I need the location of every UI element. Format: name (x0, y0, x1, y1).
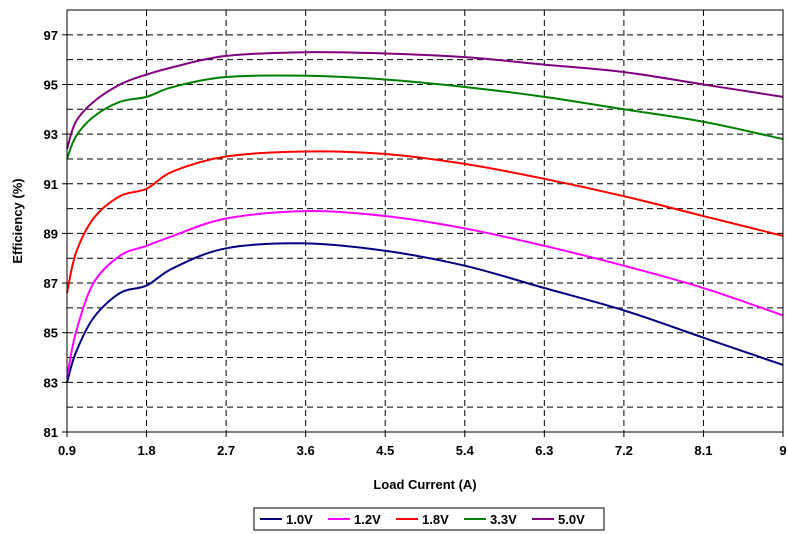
legend-label: 1.2V (354, 512, 381, 527)
series-line-3-3V (66, 74, 784, 160)
y-tick-label: 89 (44, 226, 58, 241)
y-tick-label: 85 (44, 326, 58, 341)
plot-border (66, 9, 784, 433)
legend: 1.0V 1.2V 1.8V 3.3V 5.0V (253, 507, 605, 531)
y-tick-label: 81 (44, 425, 58, 440)
x-tick-label: 3.6 (297, 443, 315, 458)
x-tick-label: 9 (779, 443, 786, 458)
x-tick-label: 1.8 (138, 443, 156, 458)
series-line-1-2V (66, 210, 784, 378)
x-tick-label: 7.2 (615, 443, 633, 458)
y-tick-label: 97 (44, 28, 58, 43)
legend-label: 1.8V (422, 512, 449, 527)
x-tick-label: 5.4 (456, 443, 475, 458)
legend-box (253, 507, 605, 531)
y-tick-label: 87 (44, 276, 58, 291)
x-axis-title: Load Current (A) (373, 477, 476, 492)
x-tick-label: 4.5 (376, 443, 394, 458)
y-tick-label: 83 (44, 375, 58, 390)
series-line-1-0V (66, 242, 784, 383)
y-tick-label: 95 (44, 77, 58, 92)
y-axis-title: Efficiency (%) (10, 178, 25, 263)
series-line-1-8V (66, 150, 784, 294)
x-tick-label: 6.3 (535, 443, 553, 458)
series-line-5-0V (66, 51, 784, 150)
y-tick-label: 93 (44, 127, 58, 142)
legend-label: 5.0V (558, 512, 585, 527)
x-tick-label: 2.7 (217, 443, 235, 458)
legend-label: 1.0V (286, 512, 313, 527)
vertical-gridlines (146, 10, 704, 432)
y-tick-label: 91 (44, 177, 58, 192)
x-tick-label: 8.1 (694, 443, 712, 458)
series-lines (66, 51, 784, 383)
legend-label: 3.3V (490, 512, 517, 527)
y-axis-tick-labels: 81 83 85 87 89 91 93 95 97 (44, 28, 67, 440)
x-axis-tick-labels: 0.9 1.8 2.7 3.6 4.5 5.4 6.3 7.2 8.1 9 (58, 432, 787, 458)
x-tick-label: 0.9 (58, 443, 76, 458)
